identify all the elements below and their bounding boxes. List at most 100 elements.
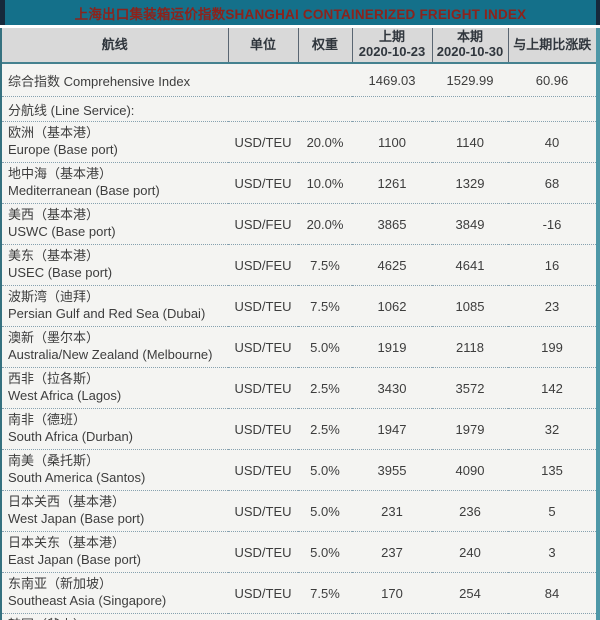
column-header-weight: 权重 bbox=[297, 28, 352, 64]
previous-value-cell: 3430 bbox=[352, 367, 432, 409]
route-name-cn: 南美（桑托斯） bbox=[8, 453, 100, 469]
unit-cell: USD/TEU bbox=[228, 121, 298, 163]
comprehensive-current-value: 1529.99 bbox=[446, 72, 494, 88]
route-name-cn: 澳新（墨尔本） bbox=[8, 330, 100, 346]
route-row: 韩国（釜山） Korea (Pusan) USD/TEU 2.5% 133 14… bbox=[2, 613, 596, 620]
route-name-en: Mediterranean (Base port) bbox=[8, 183, 160, 198]
route-row: 美东（基本港） USEC (Base port) USD/FEU 7.5% 46… bbox=[2, 244, 596, 286]
route-name-cn: 西非（拉各斯） bbox=[8, 371, 100, 387]
page-title: 上海出口集装箱运价指数SHANGHAI CONTAINERIZED FREIGH… bbox=[74, 6, 527, 22]
title-divider bbox=[0, 25, 600, 28]
route-row: 日本关东（基本港） East Japan (Base port) USD/TEU… bbox=[2, 531, 596, 573]
change-value-cell: 16 bbox=[508, 244, 596, 286]
route-row: 波斯湾（迪拜） Persian Gulf and Red Sea (Dubai)… bbox=[2, 285, 596, 327]
route-name-en: Australia/New Zealand (Melbourne) bbox=[8, 347, 213, 362]
change-value-cell: 84 bbox=[508, 572, 596, 614]
weight-cell: 20.0% bbox=[298, 203, 352, 245]
previous-value-cell: 237 bbox=[352, 531, 432, 573]
unit-cell: USD/TEU bbox=[228, 162, 298, 204]
change-value-cell: 135 bbox=[508, 449, 596, 491]
route-row: 地中海（基本港） Mediterranean (Base port) USD/T… bbox=[2, 162, 596, 204]
unit-cell: USD/FEU bbox=[228, 244, 298, 286]
previous-value-cell: 1100 bbox=[352, 121, 432, 163]
route-name-en: South America (Santos) bbox=[8, 470, 146, 485]
unit-cell: USD/TEU bbox=[228, 285, 298, 327]
previous-value-cell: 3865 bbox=[352, 203, 432, 245]
freight-index-table: 航线 单位 权重 上期 2020-10-23 本期 2020-10-30 与上期… bbox=[2, 28, 596, 620]
route-row: 美西（基本港） USWC (Base port) USD/FEU 20.0% 3… bbox=[2, 203, 596, 245]
current-value-cell: 4090 bbox=[432, 449, 508, 491]
current-value-cell: 1085 bbox=[432, 285, 508, 327]
weight-cell: 5.0% bbox=[298, 326, 352, 368]
unit-cell: USD/TEU bbox=[228, 326, 298, 368]
current-value-cell: 2118 bbox=[432, 326, 508, 368]
route-row: 西非（拉各斯） West Africa (Lagos) USD/TEU 2.5%… bbox=[2, 367, 596, 409]
previous-value-cell: 170 bbox=[352, 572, 432, 614]
change-value-cell: 199 bbox=[508, 326, 596, 368]
route-name-en: South Africa (Durban) bbox=[8, 429, 134, 444]
route-name-en: East Japan (Base port) bbox=[8, 552, 141, 567]
current-value-cell: 146 bbox=[432, 613, 508, 620]
route-name-en: USWC (Base port) bbox=[8, 224, 116, 239]
table-header: 航线 单位 权重 上期 2020-10-23 本期 2020-10-30 与上期… bbox=[2, 28, 596, 64]
weight-cell: 7.5% bbox=[298, 285, 352, 327]
route-name-cn: 地中海（基本港） bbox=[8, 166, 113, 182]
change-value-cell: 142 bbox=[508, 367, 596, 409]
route-name-cn: 日本关西（基本港） bbox=[8, 494, 126, 510]
route-row: 日本关西（基本港） West Japan (Base port) USD/TEU… bbox=[2, 490, 596, 532]
column-header-change: 与上期比涨跌 bbox=[507, 28, 596, 64]
route-row: 欧洲（基本港） Europe (Base port) USD/TEU 20.0%… bbox=[2, 121, 596, 163]
current-value-cell: 240 bbox=[432, 531, 508, 573]
unit-cell: USD/TEU bbox=[228, 449, 298, 491]
previous-period-label: 上期 bbox=[378, 29, 405, 45]
weight-cell: 20.0% bbox=[298, 121, 352, 163]
change-value-cell: 3 bbox=[508, 531, 596, 573]
unit-cell: USD/TEU bbox=[228, 531, 298, 573]
column-header-route: 航线 bbox=[2, 28, 228, 64]
column-header-current: 本期 2020-10-30 bbox=[431, 28, 508, 64]
comprehensive-index-name: 综合指数 Comprehensive Index bbox=[8, 73, 191, 89]
route-row: 澳新（墨尔本） Australia/New Zealand (Melbourne… bbox=[2, 326, 596, 368]
route-name-cn: 波斯湾（迪拜） bbox=[8, 289, 100, 305]
previous-value-cell: 1062 bbox=[352, 285, 432, 327]
previous-period-date: 2020-10-23 bbox=[358, 44, 426, 59]
current-value-cell: 1140 bbox=[432, 121, 508, 163]
weight-cell: 7.5% bbox=[298, 244, 352, 286]
route-name-cn: 欧洲（基本港） bbox=[8, 125, 100, 141]
freight-table-container: 航线 单位 权重 上期 2020-10-23 本期 2020-10-30 与上期… bbox=[0, 28, 600, 620]
previous-value-cell: 1947 bbox=[352, 408, 432, 450]
line-service-section-row: 分航线 (Line Service): bbox=[2, 96, 596, 122]
weight-cell: 2.5% bbox=[298, 367, 352, 409]
route-name-cn: 韩国（釜山） bbox=[8, 617, 222, 620]
comprehensive-weight-cell bbox=[298, 63, 352, 97]
route-name-cn: 南非（德班） bbox=[8, 412, 87, 428]
current-value-cell: 3849 bbox=[432, 203, 508, 245]
weight-cell: 5.0% bbox=[298, 449, 352, 491]
weight-cell: 2.5% bbox=[298, 613, 352, 620]
comprehensive-change-value: 60.96 bbox=[535, 72, 569, 88]
previous-value-cell: 4625 bbox=[352, 244, 432, 286]
comprehensive-index-row: 综合指数 Comprehensive Index 1469.03 1529.99… bbox=[2, 63, 596, 97]
current-value-cell: 3572 bbox=[432, 367, 508, 409]
route-name-cn: 日本关东（基本港） bbox=[8, 535, 126, 551]
unit-cell: USD/TEU bbox=[228, 408, 298, 450]
unit-cell: USD/TEU bbox=[228, 367, 298, 409]
route-name-en: USEC (Base port) bbox=[8, 265, 113, 280]
change-value-cell: -16 bbox=[508, 203, 596, 245]
change-value-cell: 13 bbox=[508, 613, 596, 620]
weight-cell: 7.5% bbox=[298, 572, 352, 614]
header-row: 航线 单位 权重 上期 2020-10-23 本期 2020-10-30 与上期… bbox=[2, 28, 596, 64]
change-value-cell: 23 bbox=[508, 285, 596, 327]
weight-cell: 10.0% bbox=[298, 162, 352, 204]
column-header-unit: 单位 bbox=[227, 28, 298, 64]
weight-cell: 5.0% bbox=[298, 490, 352, 532]
unit-cell: USD/TEU bbox=[228, 490, 298, 532]
route-row: 东南亚（新加坡） Southeast Asia (Singapore) USD/… bbox=[2, 572, 596, 614]
current-value-cell: 4641 bbox=[432, 244, 508, 286]
current-value-cell: 1979 bbox=[432, 408, 508, 450]
current-value-cell: 254 bbox=[432, 572, 508, 614]
column-header-previous: 上期 2020-10-23 bbox=[351, 28, 432, 64]
unit-cell: USD/FEU bbox=[228, 203, 298, 245]
route-name-en: Southeast Asia (Singapore) bbox=[8, 593, 167, 608]
